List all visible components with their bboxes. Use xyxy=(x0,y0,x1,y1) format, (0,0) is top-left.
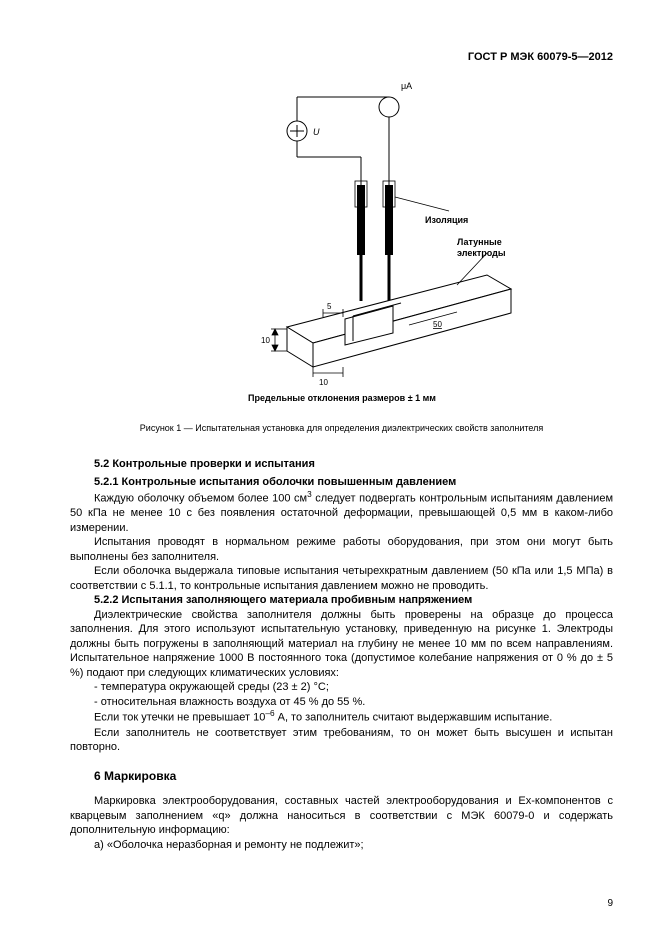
tolerance-note: Предельные отклонения размеров ± 1 мм xyxy=(248,393,436,403)
sec-5-2-1-title: 5.2.1 Контрольные испытания оболочки пов… xyxy=(70,475,613,490)
li-5-2-2-1: - температура окружающей среды (23 ± 2) … xyxy=(70,680,613,695)
page-number: 9 xyxy=(607,897,613,910)
p-6-a: а) «Оболочка неразборная и ремонту не по… xyxy=(70,838,613,853)
electrode-left xyxy=(357,185,365,255)
li-5-2-2-2: - относительная влажность воздуха от 45 … xyxy=(70,695,613,710)
p-5-2-1-3: Если оболочка выдержала типовые испытани… xyxy=(70,564,613,593)
dim-5: 5 xyxy=(327,302,332,311)
p-5-2-2-1: Диэлектрические свойства заполнителя дол… xyxy=(70,608,613,681)
p-6-1: Маркировка электрооборудования, составны… xyxy=(70,794,613,838)
sup-minus6: –6 xyxy=(265,709,274,718)
label-insulation: Изоляция xyxy=(425,215,468,225)
p-5-2-1-1: Каждую оболочку объемом более 100 см3 сл… xyxy=(70,490,613,535)
figure-1: μА U Изоляция xyxy=(70,75,613,410)
dim-10h: 10 xyxy=(261,336,270,345)
page: ГОСТ Р МЭК 60079-5—2012 xyxy=(0,0,661,936)
test-rig-diagram: μА U Изоляция xyxy=(157,75,527,405)
doc-header: ГОСТ Р МЭК 60079-5—2012 xyxy=(70,50,613,65)
dim-10w: 10 xyxy=(319,378,328,387)
p-5-2-1-2: Испытания проводят в нормальном режиме р… xyxy=(70,535,613,564)
p-5-2-2-3: Если заполнитель не соответствует этим т… xyxy=(70,726,613,755)
label-microamp: μА xyxy=(401,81,412,91)
label-electrodes-1: Латунные xyxy=(457,237,502,247)
figure-caption: Рисунок 1 — Испытательная установка для … xyxy=(70,423,613,435)
p-5-2-1-1a: Каждую оболочку объемом более 100 см xyxy=(94,493,307,505)
p-5-2-2-2a: Если ток утечки не превышает 10 xyxy=(94,712,265,724)
label-electrodes-2: электроды xyxy=(457,248,506,258)
sec-5-2-title: 5.2 Контрольные проверки и испытания xyxy=(70,457,613,472)
p-5-2-2-2b: А, то заполнитель считают выдержавшим ис… xyxy=(275,712,553,724)
label-u: U xyxy=(313,127,320,137)
sec-6-title: 6 Маркировка xyxy=(70,769,613,785)
dim-50: 50 xyxy=(433,320,442,329)
electrode-right xyxy=(385,185,393,255)
sec-5-2-2-title: 5.2.2 Испытания заполняющего материала п… xyxy=(70,593,613,608)
p-5-2-2-2: Если ток утечки не превышает 10–6 А, то … xyxy=(70,709,613,725)
